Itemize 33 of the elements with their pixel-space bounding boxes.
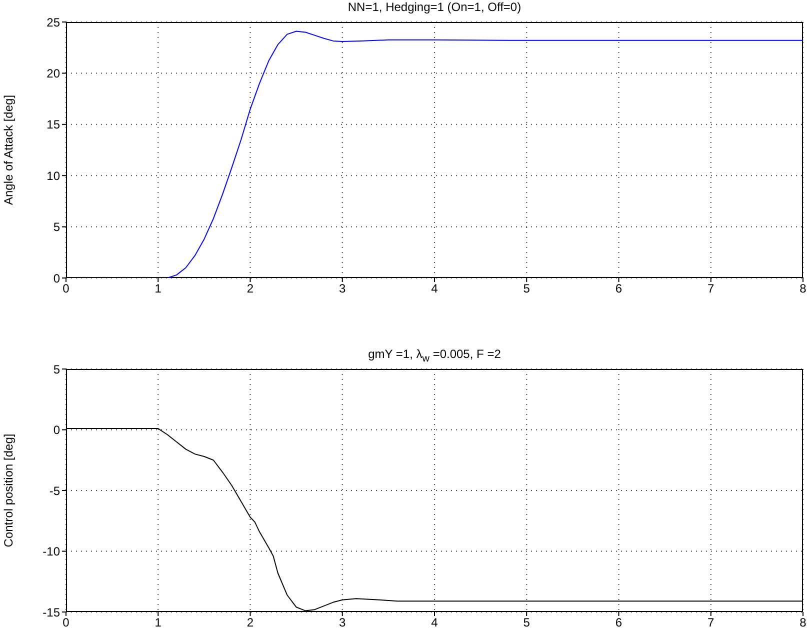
x-tick-label: 7 — [708, 282, 715, 296]
x-tick-label: 7 — [708, 616, 715, 630]
chart-title: gmY =1, λ$_{w}$ =0.005, F =2 — [367, 347, 502, 364]
y-tick-label: -15 — [42, 605, 60, 620]
y-tick-label: 10 — [46, 168, 60, 183]
x-tick-label: 2 — [246, 282, 254, 296]
x-tick-label: 3 — [339, 616, 346, 630]
x-tick-label: 5 — [523, 616, 530, 630]
x-tick-label: 4 — [431, 616, 438, 630]
y-tick-label: 25 — [46, 15, 60, 30]
x-tick-label: 0 — [62, 616, 70, 630]
x-tick-label: 5 — [523, 282, 530, 296]
x-tick-label: 2 — [246, 616, 254, 630]
x-tick-label: 4 — [431, 282, 438, 296]
y-tick-label: 20 — [46, 66, 60, 80]
x-tick-label: 0 — [62, 282, 70, 296]
x-tick-label: 6 — [615, 616, 622, 630]
y-tick-label: 5 — [53, 362, 60, 376]
y-tick-label: -5 — [49, 484, 60, 498]
x-tick-label: 1 — [154, 282, 162, 296]
y-tick-label: 15 — [46, 118, 60, 132]
y-tick-label: 0 — [53, 423, 60, 438]
x-tick-label: 3 — [339, 282, 346, 296]
y-tick-label: 5 — [53, 220, 60, 234]
chart-title: NN=1, Hedging=1 (On=1, Off=0) — [346, 0, 522, 14]
x-tick-label: 6 — [615, 282, 622, 296]
y-axis-title: Angle of Attack [deg] — [1, 94, 16, 206]
x-tick-label: 1 — [154, 616, 162, 630]
y-tick-label: -10 — [42, 544, 60, 559]
y-tick-label: 0 — [53, 271, 60, 286]
x-tick-label: 8 — [800, 616, 807, 630]
x-tick-label: 8 — [800, 282, 807, 296]
y-axis-title: Control position [deg] — [1, 434, 16, 548]
